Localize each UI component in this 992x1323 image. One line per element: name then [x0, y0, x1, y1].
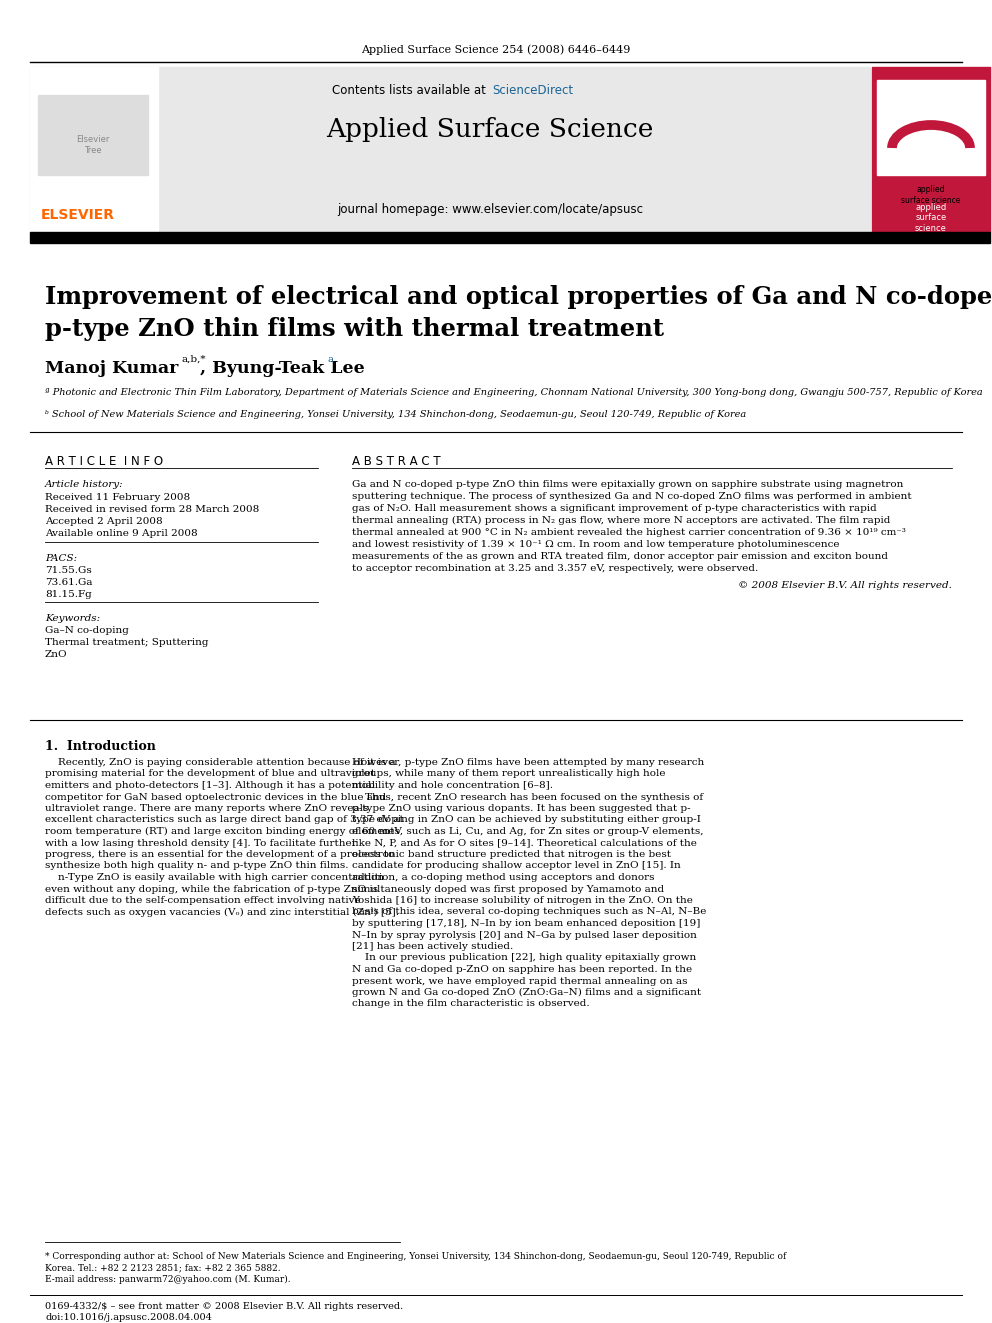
Text: N and Ga co-doped p-ZnO on sapphire has been reported. In the: N and Ga co-doped p-ZnO on sapphire has …	[352, 964, 692, 974]
Text: doi:10.1016/j.apsusc.2008.04.004: doi:10.1016/j.apsusc.2008.04.004	[45, 1312, 212, 1322]
Text: applied
surface
science: applied surface science	[915, 204, 947, 233]
Text: ᵇ School of New Materials Science and Engineering, Yonsei University, 134 Shinch: ᵇ School of New Materials Science and En…	[45, 410, 746, 419]
Text: Recently, ZnO is paying considerable attention because of it is a: Recently, ZnO is paying considerable att…	[45, 758, 396, 767]
Text: journal homepage: www.elsevier.com/locate/apsusc: journal homepage: www.elsevier.com/locat…	[337, 204, 643, 217]
Text: However, p-type ZnO films have been attempted by many research: However, p-type ZnO films have been atte…	[352, 758, 704, 767]
Bar	[872, 67, 990, 232]
Text: , Byung-Teak Lee: , Byung-Teak Lee	[200, 360, 365, 377]
Text: p-type ZnO using various dopants. It has been suggested that p-: p-type ZnO using various dopants. It has…	[352, 804, 690, 814]
Text: to acceptor recombination at 3.25 and 3.357 eV, respectively, were observed.: to acceptor recombination at 3.25 and 3.…	[352, 564, 758, 573]
Text: Applied Surface Science 254 (2008) 6446–6449: Applied Surface Science 254 (2008) 6446–…	[361, 45, 631, 56]
Text: basis of this idea, several co-doping techniques such as N–Al, N–Be: basis of this idea, several co-doping te…	[352, 908, 706, 917]
Text: electronic band structure predicted that nitrogen is the best: electronic band structure predicted that…	[352, 849, 671, 859]
Text: defects such as oxygen vacancies (Vₒ) and zinc interstitial (Znᴵ) [5].: defects such as oxygen vacancies (Vₒ) an…	[45, 908, 399, 917]
Text: 1.  Introduction: 1. Introduction	[45, 740, 156, 753]
Text: progress, there is an essential for the development of a process to: progress, there is an essential for the …	[45, 849, 395, 859]
Bar	[877, 79, 985, 175]
Bar	[30, 67, 870, 232]
Text: gas of N₂O. Hall measurement shows a significant improvement of p-type character: gas of N₂O. Hall measurement shows a sig…	[352, 504, 877, 513]
Text: A R T I C L E  I N F O: A R T I C L E I N F O	[45, 455, 163, 468]
Text: 71.55.Gs: 71.55.Gs	[45, 566, 91, 576]
Text: applied
surface science: applied surface science	[902, 185, 960, 205]
Text: a: a	[328, 355, 334, 364]
Text: addition, a co-doping method using acceptors and donors: addition, a co-doping method using accep…	[352, 873, 655, 882]
Text: ELSEVIER: ELSEVIER	[41, 208, 115, 222]
Text: Contents lists available at: Contents lists available at	[332, 83, 490, 97]
Text: Received in revised form 28 March 2008: Received in revised form 28 March 2008	[45, 505, 259, 515]
Text: competitor for GaN based optoelectronic devices in the blue and: competitor for GaN based optoelectronic …	[45, 792, 386, 802]
Text: even without any doping, while the fabrication of p-type ZnO is: even without any doping, while the fabri…	[45, 885, 378, 893]
Text: change in the film characteristic is observed.: change in the film characteristic is obs…	[352, 999, 589, 1008]
Text: E-mail address: panwarm72@yahoo.com (M. Kumar).: E-mail address: panwarm72@yahoo.com (M. …	[45, 1275, 291, 1285]
Text: room temperature (RT) and large exciton binding energy of 60 meV: room temperature (RT) and large exciton …	[45, 827, 402, 836]
Text: * Corresponding author at: School of New Materials Science and Engineering, Yons: * Corresponding author at: School of New…	[45, 1252, 787, 1261]
Text: Ga and N co-doped p-type ZnO thin films were epitaxially grown on sapphire subst: Ga and N co-doped p-type ZnO thin films …	[352, 480, 904, 490]
Text: simultaneously doped was first proposed by Yamamoto and: simultaneously doped was first proposed …	[352, 885, 664, 893]
Text: Accepted 2 April 2008: Accepted 2 April 2008	[45, 517, 163, 527]
Text: Elsevier
Tree: Elsevier Tree	[76, 135, 110, 155]
Text: Thermal treatment; Sputtering: Thermal treatment; Sputtering	[45, 638, 208, 647]
Text: ScienceDirect: ScienceDirect	[492, 83, 573, 97]
Text: measurements of the as grown and RTA treated film, donor acceptor pair emission : measurements of the as grown and RTA tre…	[352, 552, 888, 561]
Text: Article history:: Article history:	[45, 480, 124, 490]
Bar	[30, 232, 990, 243]
Text: like N, P, and As for O sites [9–14]. Theoretical calculations of the: like N, P, and As for O sites [9–14]. Th…	[352, 839, 696, 848]
Text: type doping in ZnO can be achieved by substituting either group-I: type doping in ZnO can be achieved by su…	[352, 815, 701, 824]
Text: In our previous publication [22], high quality epitaxially grown: In our previous publication [22], high q…	[352, 954, 696, 963]
Text: PACS:: PACS:	[45, 554, 77, 564]
Text: difficult due to the self-compensation effect involving native: difficult due to the self-compensation e…	[45, 896, 361, 905]
Bar	[38, 95, 148, 175]
Text: Available online 9 April 2008: Available online 9 April 2008	[45, 529, 197, 538]
Text: thermal annealing (RTA) process in N₂ gas flow, where more N acceptors are activ: thermal annealing (RTA) process in N₂ ga…	[352, 516, 891, 525]
Text: n-Type ZnO is easily available with high carrier concentration: n-Type ZnO is easily available with high…	[45, 873, 384, 882]
Text: 81.15.Fg: 81.15.Fg	[45, 590, 91, 599]
Text: with a low lasing threshold density [4]. To facilitate further: with a low lasing threshold density [4].…	[45, 839, 357, 848]
Text: A B S T R A C T: A B S T R A C T	[352, 455, 440, 468]
Text: grown N and Ga co-doped ZnO (ZnO:Ga–N) films and a significant: grown N and Ga co-doped ZnO (ZnO:Ga–N) f…	[352, 988, 701, 998]
Text: promising material for the development of blue and ultraviolet: promising material for the development o…	[45, 770, 375, 778]
Text: a,b,*: a,b,*	[182, 355, 206, 364]
Text: [21] has been actively studied.: [21] has been actively studied.	[352, 942, 513, 951]
Text: present work, we have employed rapid thermal annealing on as: present work, we have employed rapid the…	[352, 976, 687, 986]
Text: N–In by spray pyrolysis [20] and N–Ga by pulsed laser deposition: N–In by spray pyrolysis [20] and N–Ga by…	[352, 930, 696, 939]
Text: synthesize both high quality n- and p-type ZnO thin films.: synthesize both high quality n- and p-ty…	[45, 861, 348, 871]
Text: Received 11 February 2008: Received 11 February 2008	[45, 493, 190, 501]
Text: elements, such as Li, Cu, and Ag, for Zn sites or group-V elements,: elements, such as Li, Cu, and Ag, for Zn…	[352, 827, 703, 836]
Text: Yoshida [16] to increase solubility of nitrogen in the ZnO. On the: Yoshida [16] to increase solubility of n…	[352, 896, 692, 905]
Text: ª Photonic and Electronic Thin Film Laboratory, Department of Materials Science : ª Photonic and Electronic Thin Film Labo…	[45, 388, 983, 397]
Text: 73.61.Ga: 73.61.Ga	[45, 578, 92, 587]
Text: ultraviolet range. There are many reports where ZnO reveals: ultraviolet range. There are many report…	[45, 804, 368, 814]
Text: mobility and hole concentration [6–8].: mobility and hole concentration [6–8].	[352, 781, 553, 790]
Text: Korea. Tel.: +82 2 2123 2851; fax: +82 2 365 5882.: Korea. Tel.: +82 2 2123 2851; fax: +82 2…	[45, 1263, 281, 1271]
Text: 0169-4332/$ – see front matter © 2008 Elsevier B.V. All rights reserved.: 0169-4332/$ – see front matter © 2008 El…	[45, 1302, 404, 1311]
Text: candidate for producing shallow acceptor level in ZnO [15]. In: candidate for producing shallow acceptor…	[352, 861, 681, 871]
Text: sputtering technique. The process of synthesized Ga and N co-doped ZnO films was: sputtering technique. The process of syn…	[352, 492, 912, 501]
Text: excellent characteristics such as large direct band gap of 3.37 eV at: excellent characteristics such as large …	[45, 815, 404, 824]
Text: Ga–N co-doping: Ga–N co-doping	[45, 626, 129, 635]
Text: ZnO: ZnO	[45, 650, 67, 659]
Text: Manoj Kumar: Manoj Kumar	[45, 360, 179, 377]
Text: and lowest resistivity of 1.39 × 10⁻¹ Ω cm. In room and low temperature photolum: and lowest resistivity of 1.39 × 10⁻¹ Ω …	[352, 540, 839, 549]
Text: groups, while many of them report unrealistically high hole: groups, while many of them report unreal…	[352, 770, 666, 778]
Text: © 2008 Elsevier B.V. All rights reserved.: © 2008 Elsevier B.V. All rights reserved…	[738, 581, 952, 590]
Text: Improvement of electrical and optical properties of Ga and N co-doped
p-type ZnO: Improvement of electrical and optical pr…	[45, 284, 992, 340]
Text: by sputtering [17,18], N–In by ion beam enhanced deposition [19]: by sputtering [17,18], N–In by ion beam …	[352, 919, 700, 927]
Bar	[30, 67, 158, 232]
Text: Applied Surface Science: Applied Surface Science	[326, 118, 654, 143]
Text: Keywords:: Keywords:	[45, 614, 100, 623]
Text: Thus, recent ZnO research has been focused on the synthesis of: Thus, recent ZnO research has been focus…	[352, 792, 703, 802]
Text: thermal annealed at 900 °C in N₂ ambient revealed the highest carrier concentrat: thermal annealed at 900 °C in N₂ ambient…	[352, 528, 906, 537]
Text: emitters and photo-detectors [1–3]. Although it has a potential: emitters and photo-detectors [1–3]. Alth…	[45, 781, 375, 790]
